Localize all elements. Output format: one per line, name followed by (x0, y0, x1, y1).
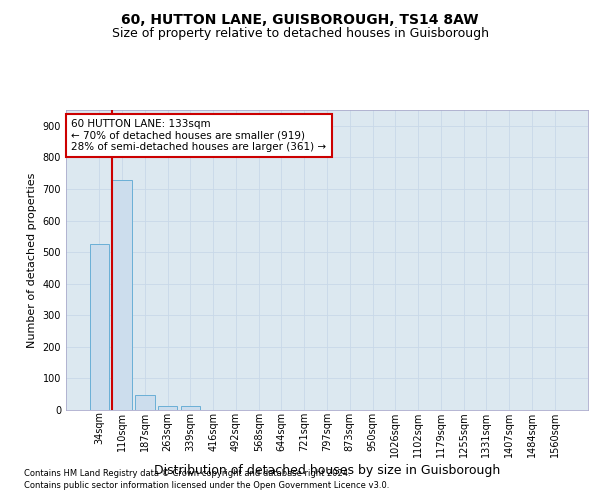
Text: Size of property relative to detached houses in Guisborough: Size of property relative to detached ho… (112, 28, 488, 40)
Bar (135, 395, 155, 410)
Bar (112, 180, 132, 410)
X-axis label: Distribution of detached houses by size in Guisborough: Distribution of detached houses by size … (154, 464, 500, 477)
Text: 60, HUTTON LANE, GUISBOROUGH, TS14 8AW: 60, HUTTON LANE, GUISBOROUGH, TS14 8AW (121, 12, 479, 26)
Text: 60 HUTTON LANE: 133sqm
← 70% of detached houses are smaller (919)
28% of semi-de: 60 HUTTON LANE: 133sqm ← 70% of detached… (71, 119, 326, 152)
Y-axis label: Number of detached properties: Number of detached properties (27, 172, 37, 348)
Text: Contains HM Land Registry data © Crown copyright and database right 2024.: Contains HM Land Registry data © Crown c… (24, 468, 350, 477)
Text: Contains public sector information licensed under the Open Government Licence v3: Contains public sector information licen… (24, 481, 389, 490)
Bar (181, 406, 200, 410)
Bar (158, 406, 178, 410)
Bar (90, 244, 109, 410)
